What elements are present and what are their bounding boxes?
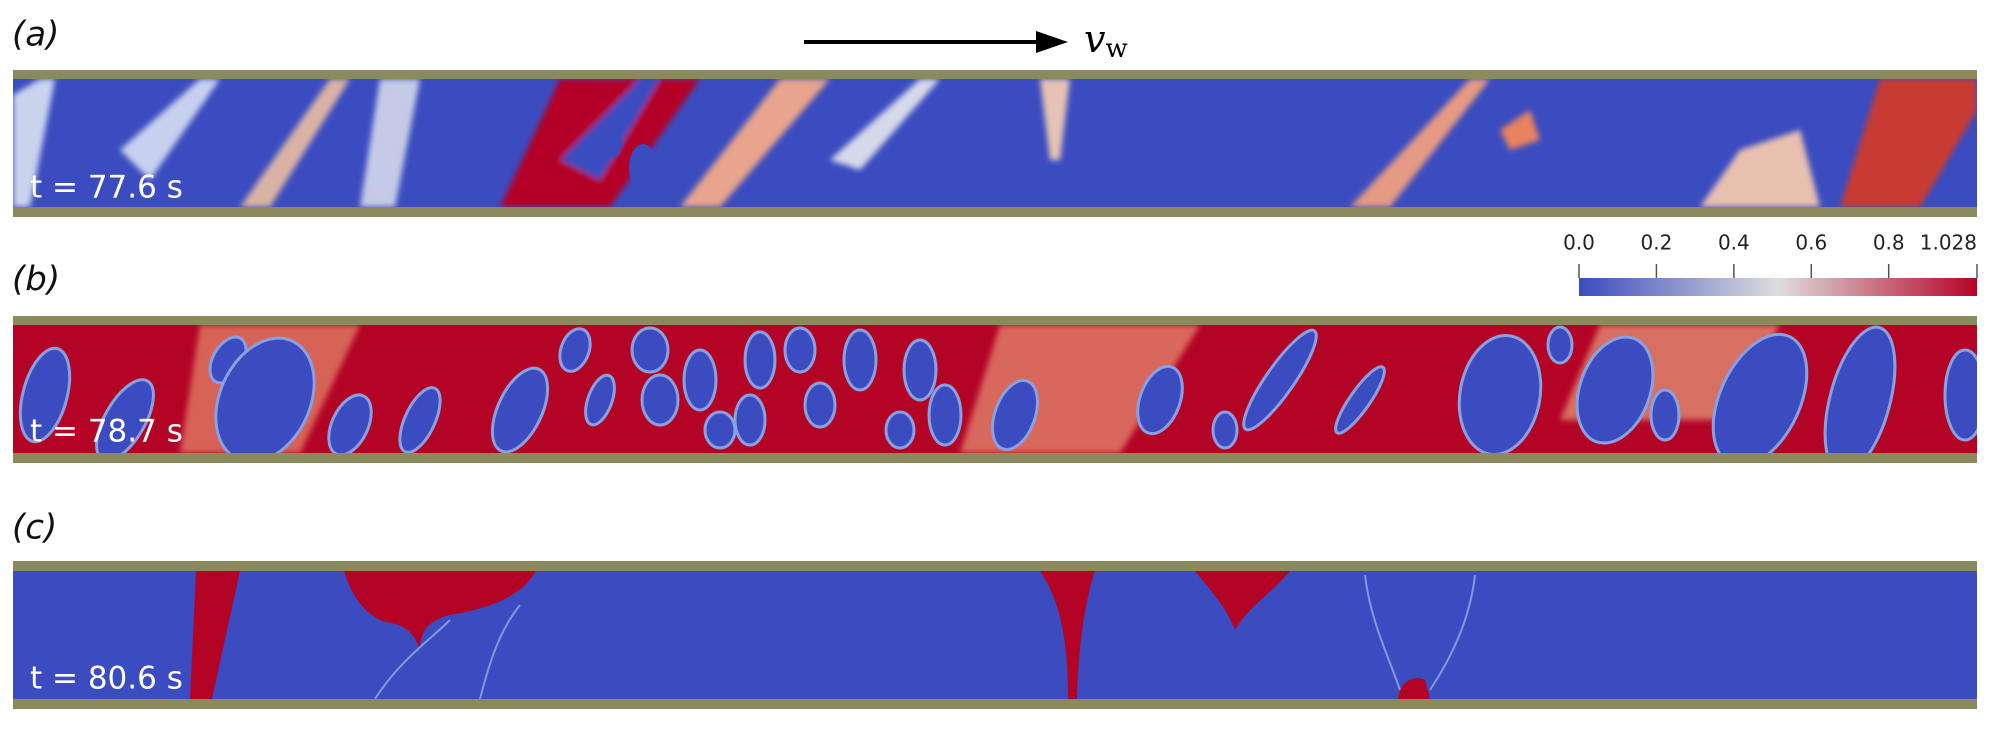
wall xyxy=(13,316,1977,325)
colorbar-tick-label: 1.028 xyxy=(1920,231,1977,255)
wall xyxy=(13,70,1977,79)
arrow-head xyxy=(1036,31,1068,53)
colorbar-tick-label: 0.0 xyxy=(1563,231,1595,255)
panel-label: (c) xyxy=(12,508,57,548)
wall xyxy=(13,561,1977,571)
time-label: t = 78.7 s xyxy=(30,414,183,450)
panel-label: (b) xyxy=(12,260,60,300)
colorbar xyxy=(1579,278,1977,296)
colorbar-tick-label: 0.4 xyxy=(1718,231,1750,255)
wall xyxy=(13,207,1977,217)
wall xyxy=(13,453,1977,463)
field xyxy=(13,571,1977,699)
wall xyxy=(13,699,1977,709)
colorbar-tick-label: 0.8 xyxy=(1873,231,1905,255)
velocity-subscript: w xyxy=(1105,34,1127,64)
velocity-symbol: v xyxy=(1084,17,1106,61)
colorbar-tick-label: 0.6 xyxy=(1795,231,1827,255)
colorbar-ticks: 0.0 0.2 0.4 0.6 0.8 1.028 xyxy=(1563,231,1978,278)
field xyxy=(13,325,1977,453)
time-label: t = 80.6 s xyxy=(30,661,183,697)
colorbar-tick-label: 0.2 xyxy=(1641,231,1673,255)
velocity-label: vw xyxy=(1084,17,1128,65)
time-label: t = 77.6 s xyxy=(30,170,183,206)
panel-label: (a) xyxy=(12,15,59,55)
field xyxy=(13,79,1977,207)
